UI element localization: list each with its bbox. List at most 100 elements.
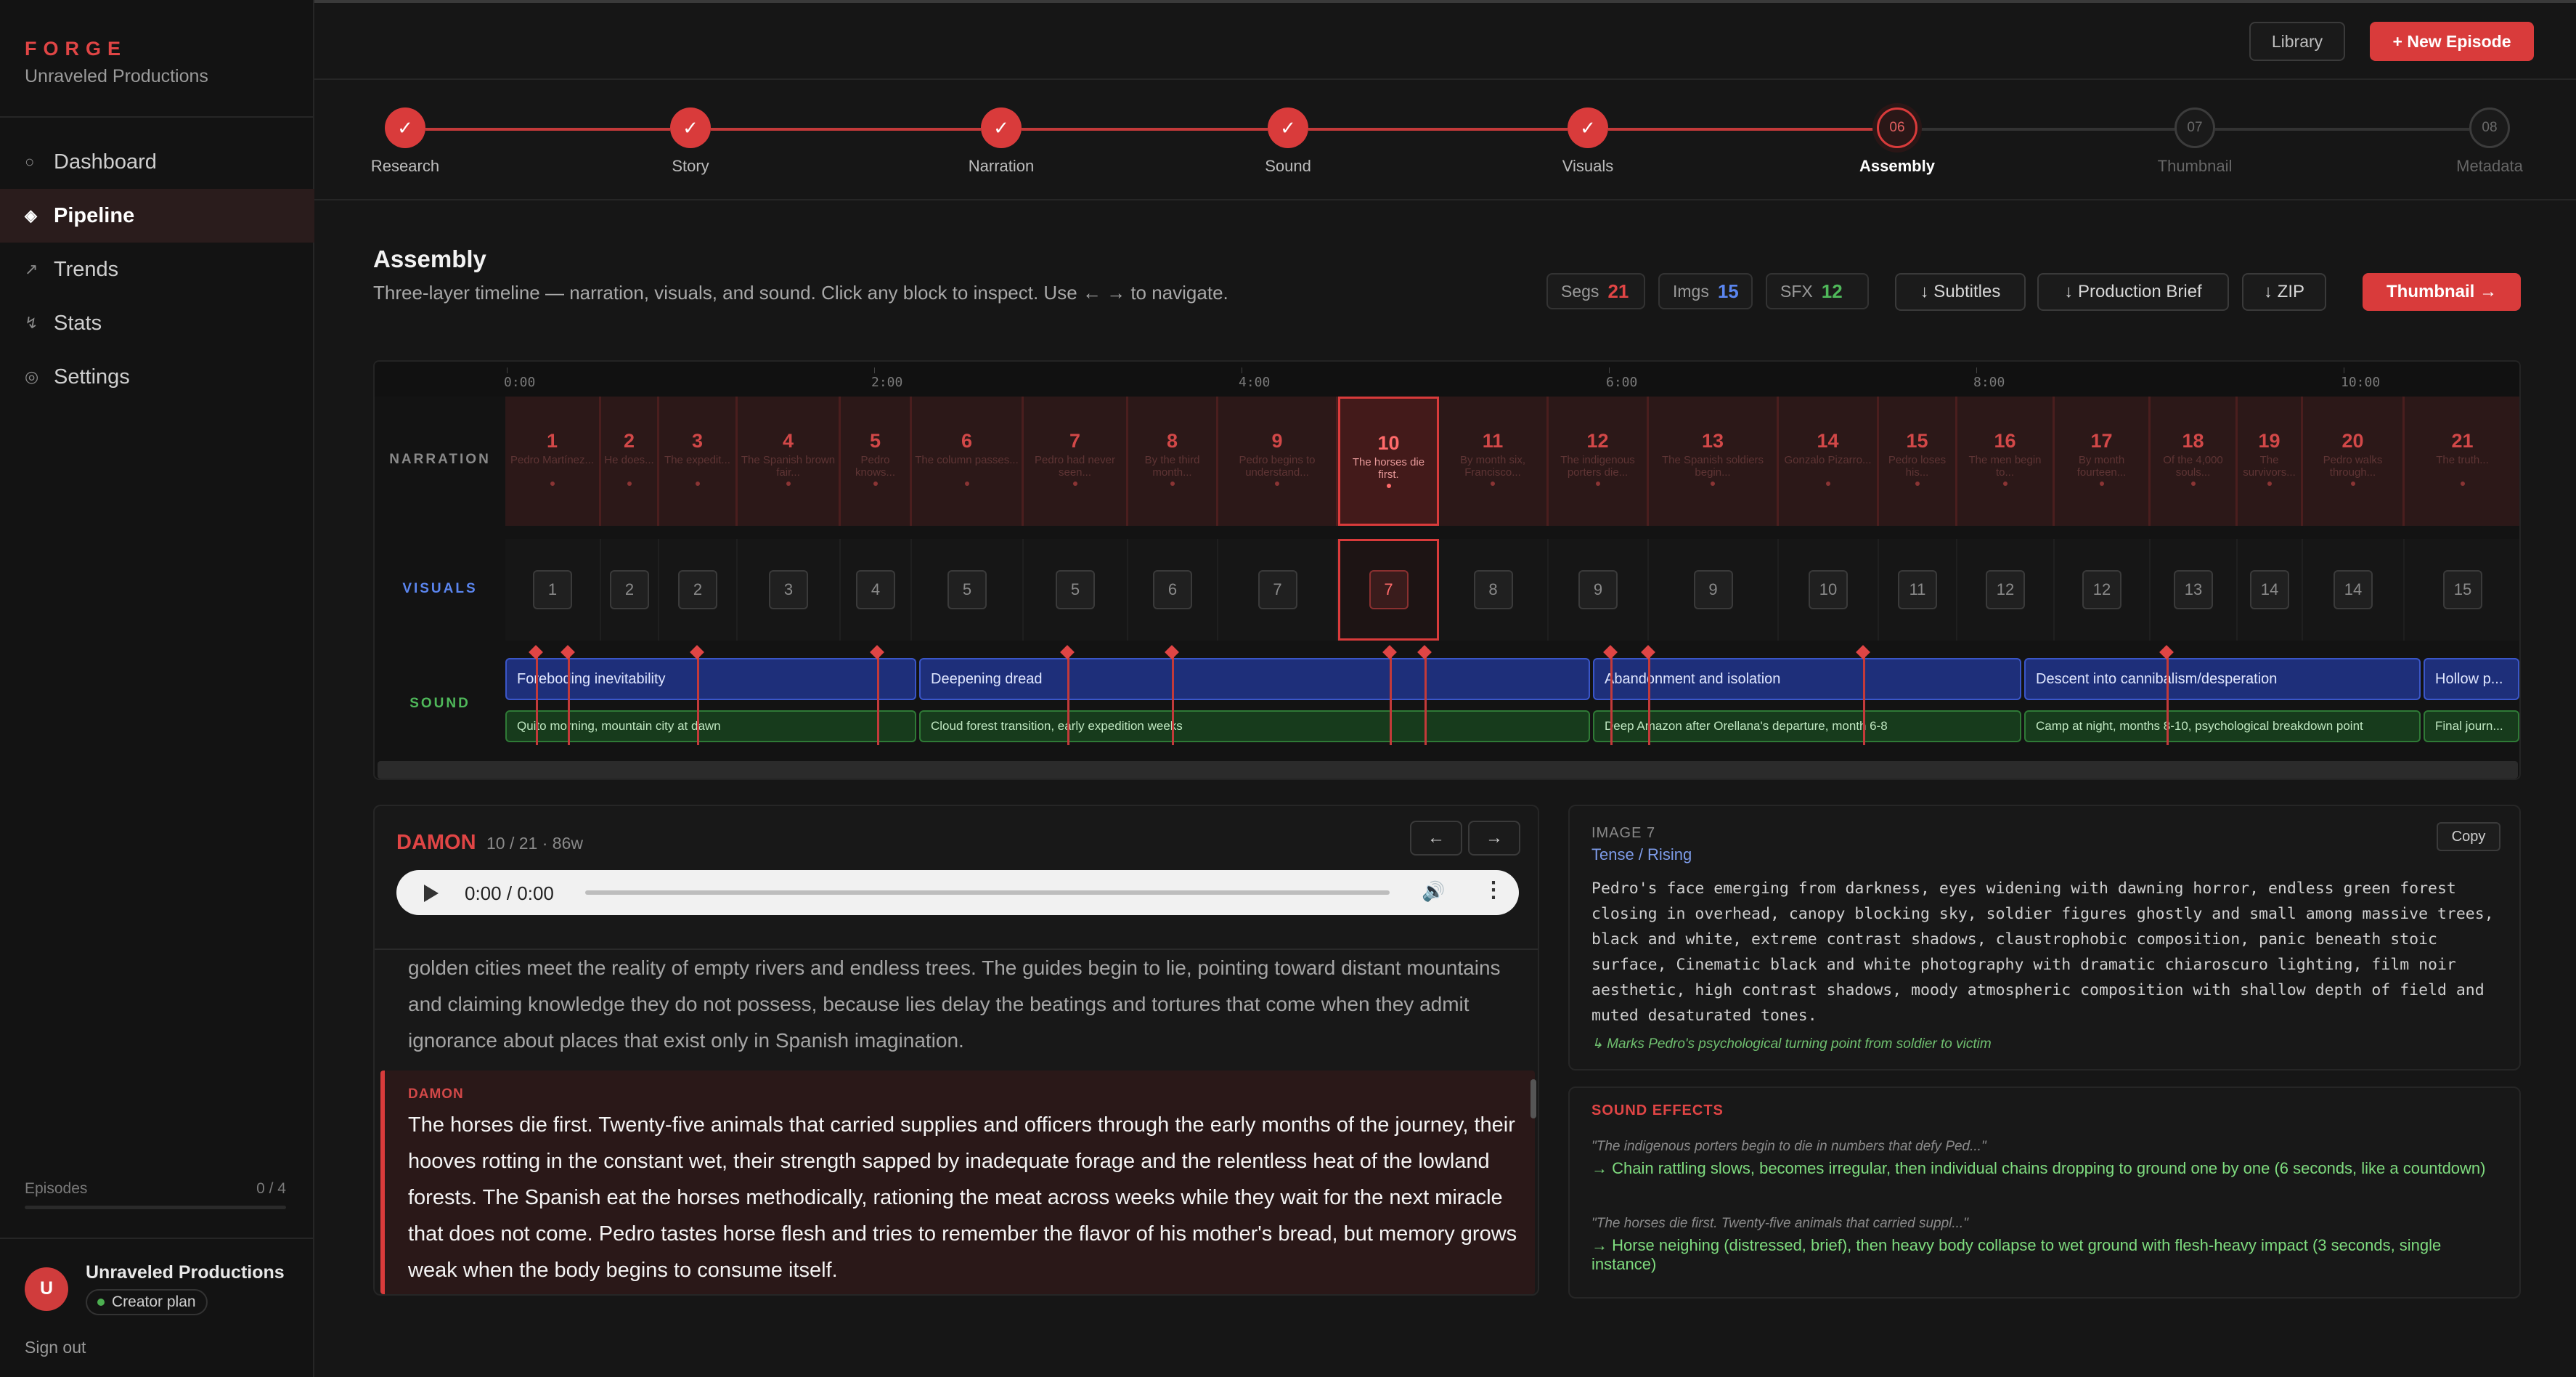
narration-segment-13[interactable]: 13 The Spanish soldiers begin... xyxy=(1649,397,1779,526)
visual-cell-8[interactable]: 6 xyxy=(1128,539,1218,641)
narration-segment-5[interactable]: 5 Pedro knows... xyxy=(841,397,912,526)
ambience-block[interactable]: Quito morning, mountain city at dawn xyxy=(505,710,916,742)
narration-segment-15[interactable]: 15 Pedro loses his... xyxy=(1879,397,1957,526)
narration-segment-18[interactable]: 18 Of the 4,000 souls... xyxy=(2151,397,2238,526)
sfx-marker-icon[interactable] xyxy=(1172,652,1174,745)
visual-cell-19[interactable]: 14 xyxy=(2238,539,2303,641)
visual-cell-21[interactable]: 15 xyxy=(2405,539,2519,641)
sign-out-link[interactable]: Sign out xyxy=(25,1338,86,1357)
visual-cell-13[interactable]: 9 xyxy=(1649,539,1779,641)
visual-cell-7[interactable]: 5 xyxy=(1024,539,1128,641)
visual-cell-3[interactable]: 2 xyxy=(659,539,738,641)
music-block[interactable]: Descent into cannibalism/desperation xyxy=(2024,658,2421,700)
download-subtitles-button[interactable]: ↓ Subtitles xyxy=(1895,273,2026,311)
music-block[interactable]: Foreboding inevitability xyxy=(505,658,916,700)
speaker-name: DAMON xyxy=(396,831,476,854)
timeline-scrollbar[interactable] xyxy=(378,761,2518,779)
sfx-marker-icon[interactable] xyxy=(1863,652,1865,745)
narration-segment-10[interactable]: 10 The horses die first. xyxy=(1338,397,1439,526)
music-block[interactable]: Abandonment and isolation xyxy=(1593,658,2021,700)
ambience-block[interactable]: Camp at night, months 8-10, psychologica… xyxy=(2024,710,2421,742)
visual-cell-15[interactable]: 11 xyxy=(1879,539,1957,641)
narration-segment-17[interactable]: 17 By month fourteen... xyxy=(2055,397,2151,526)
step-narration[interactable]: ✓ Narration xyxy=(943,102,1059,176)
narration-segment-8[interactable]: 8 By the third month... xyxy=(1128,397,1218,526)
ambience-block[interactable]: Final journ... xyxy=(2424,710,2519,742)
visual-cell-11[interactable]: 8 xyxy=(1439,539,1549,641)
step-research[interactable]: ✓ Research xyxy=(347,102,463,176)
visual-cell-18[interactable]: 13 xyxy=(2151,539,2238,641)
visual-cell-5[interactable]: 4 xyxy=(841,539,912,641)
step-assembly[interactable]: 06 Assembly xyxy=(1839,102,1955,176)
music-block[interactable]: Deepening dread xyxy=(919,658,1590,700)
visual-cell-20[interactable]: 14 xyxy=(2303,539,2405,641)
music-block[interactable]: Hollow p... xyxy=(2424,658,2519,700)
narration-segment-12[interactable]: 12 The indigenous porters die... xyxy=(1549,397,1649,526)
visual-cell-17[interactable]: 12 xyxy=(2055,539,2151,641)
image-index-badge: 7 xyxy=(1369,570,1409,609)
sfx-marker-icon[interactable] xyxy=(1610,652,1613,745)
visual-cell-6[interactable]: 5 xyxy=(912,539,1024,641)
visual-cell-2[interactable]: 2 xyxy=(601,539,659,641)
narration-segment-16[interactable]: 16 The men begin to... xyxy=(1957,397,2055,526)
narration-segment-20[interactable]: 20 Pedro walks through... xyxy=(2303,397,2405,526)
sidebar-item-pipeline[interactable]: ◈ Pipeline xyxy=(0,189,314,243)
sidebar-item-trends[interactable]: ↗ Trends xyxy=(0,243,314,296)
step-story[interactable]: ✓ Story xyxy=(632,102,749,176)
sidebar-nav: ○ Dashboard ◈ Pipeline ↗ Trends ↯ Stats ◎ Setting… xyxy=(0,135,314,404)
narration-segment-9[interactable]: 9 Pedro begins to understand... xyxy=(1218,397,1338,526)
ambience-block[interactable]: Deep Amazon after Orellana's departure, … xyxy=(1593,710,2021,742)
transcript-scrollbar[interactable] xyxy=(1530,1079,1536,1118)
more-options-icon[interactable]: ⋮ xyxy=(1483,878,1504,902)
visual-cell-9[interactable]: 7 xyxy=(1218,539,1338,641)
sfx-marker-icon[interactable] xyxy=(697,652,699,745)
download-production-brief-button[interactable]: ↓ Production Brief xyxy=(2037,273,2229,311)
stat-label: Segs xyxy=(1561,281,1599,301)
step-visuals[interactable]: ✓ Visuals xyxy=(1530,102,1646,176)
library-button[interactable]: Library xyxy=(2249,22,2345,61)
narration-segment-7[interactable]: 7 Pedro had never seen... xyxy=(1024,397,1128,526)
visual-cell-1[interactable]: 1 xyxy=(505,539,601,641)
visual-cell-16[interactable]: 12 xyxy=(1957,539,2055,641)
step-sound[interactable]: ✓ Sound xyxy=(1230,102,1346,176)
step-thumbnail[interactable]: 07 Thumbnail xyxy=(2137,102,2253,176)
sfx-marker-icon[interactable] xyxy=(877,652,879,745)
next-segment-button[interactable]: → xyxy=(1468,821,1520,856)
narration-segment-2[interactable]: 2 He does... xyxy=(601,397,659,526)
visual-cell-14[interactable]: 10 xyxy=(1779,539,1879,641)
narration-segment-4[interactable]: 4 The Spanish brown fair... xyxy=(738,397,841,526)
sfx-marker-icon[interactable] xyxy=(568,652,570,745)
sfx-marker-icon[interactable] xyxy=(1424,652,1427,745)
visual-cell-10[interactable]: 7 xyxy=(1338,539,1439,641)
visual-cell-12[interactable]: 9 xyxy=(1549,539,1649,641)
sfx-marker-icon[interactable] xyxy=(1390,652,1392,745)
sidebar-item-settings[interactable]: ◎ Settings xyxy=(0,350,314,404)
new-episode-button[interactable]: + New Episode xyxy=(2370,22,2534,61)
narration-segment-3[interactable]: 3 The expedit... xyxy=(659,397,738,526)
sfx-marker-icon[interactable] xyxy=(2167,652,2169,745)
sidebar-item-dashboard[interactable]: ○ Dashboard xyxy=(0,135,314,189)
visual-cell-4[interactable]: 3 xyxy=(738,539,841,641)
sfx-marker-icon[interactable] xyxy=(1067,652,1069,745)
narration-segment-11[interactable]: 11 By month six, Francisco... xyxy=(1439,397,1549,526)
narration-segment-19[interactable]: 19 The survivors... xyxy=(2238,397,2303,526)
step-metadata[interactable]: 08 Metadata xyxy=(2432,102,2548,176)
narration-segment-6[interactable]: 6 The column passes... xyxy=(912,397,1024,526)
volume-icon[interactable]: 🔊 xyxy=(1422,880,1446,902)
narration-segment-14[interactable]: 14 Gonzalo Pizarro... xyxy=(1779,397,1879,526)
sidebar-item-stats[interactable]: ↯ Stats xyxy=(0,296,314,350)
narration-segment-1[interactable]: 1 Pedro Martínez... xyxy=(505,397,601,526)
sfx-marker-icon[interactable] xyxy=(1648,652,1650,745)
prev-segment-button[interactable]: ← xyxy=(1410,821,1462,856)
play-icon[interactable] xyxy=(424,885,439,902)
thumbnail-next-button[interactable]: Thumbnail → xyxy=(2363,273,2521,311)
ambience-block[interactable]: Cloud forest transition, early expeditio… xyxy=(919,710,1590,742)
narration-segment-21[interactable]: 21 The truth... xyxy=(2405,397,2519,526)
image-label: IMAGE 7 xyxy=(1591,825,1656,841)
audio-progress-slider[interactable] xyxy=(585,890,1390,895)
download-zip-button[interactable]: ↓ ZIP xyxy=(2242,273,2326,311)
copy-prompt-button[interactable]: Copy xyxy=(2437,822,2500,851)
user-card[interactable]: U Unraveled Productions Creator plan xyxy=(25,1262,285,1315)
sfx-marker-icon[interactable] xyxy=(536,652,538,745)
